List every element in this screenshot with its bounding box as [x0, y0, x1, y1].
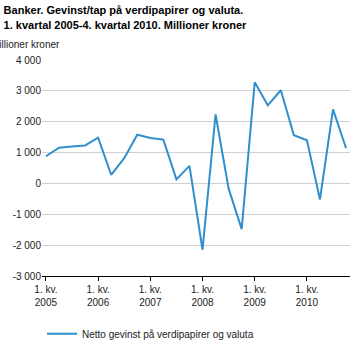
svg-text:2 000: 2 000: [16, 116, 41, 127]
svg-text:1. kv.2008: 1. kv.2008: [191, 284, 214, 308]
svg-text:4 000: 4 000: [16, 55, 41, 66]
svg-text:-2 000: -2 000: [13, 240, 42, 251]
svg-text:1. kv.2005: 1. kv.2005: [34, 284, 57, 308]
svg-text:1. kv.2010: 1. kv.2010: [295, 284, 318, 308]
svg-text:1. kv.2007: 1. kv.2007: [139, 284, 162, 308]
svg-text:3 000: 3 000: [16, 85, 41, 96]
svg-text:1 000: 1 000: [16, 147, 41, 158]
svg-text:1. kv.2006: 1. kv.2006: [87, 284, 110, 308]
svg-text:1. kv.2009: 1. kv.2009: [243, 284, 266, 308]
svg-text:-3 000: -3 000: [13, 271, 42, 282]
svg-text:Millioner kroner: Millioner kroner: [0, 39, 60, 50]
svg-text:Netto gevinst på verdipapirer: Netto gevinst på verdipapirer og valuta: [82, 329, 254, 340]
svg-text:0: 0: [35, 178, 41, 189]
svg-text:Banker. Gevinst/tap på verdipa: Banker. Gevinst/tap på verdipapirer og v…: [4, 4, 247, 30]
svg-text:-1 000: -1 000: [13, 209, 42, 220]
